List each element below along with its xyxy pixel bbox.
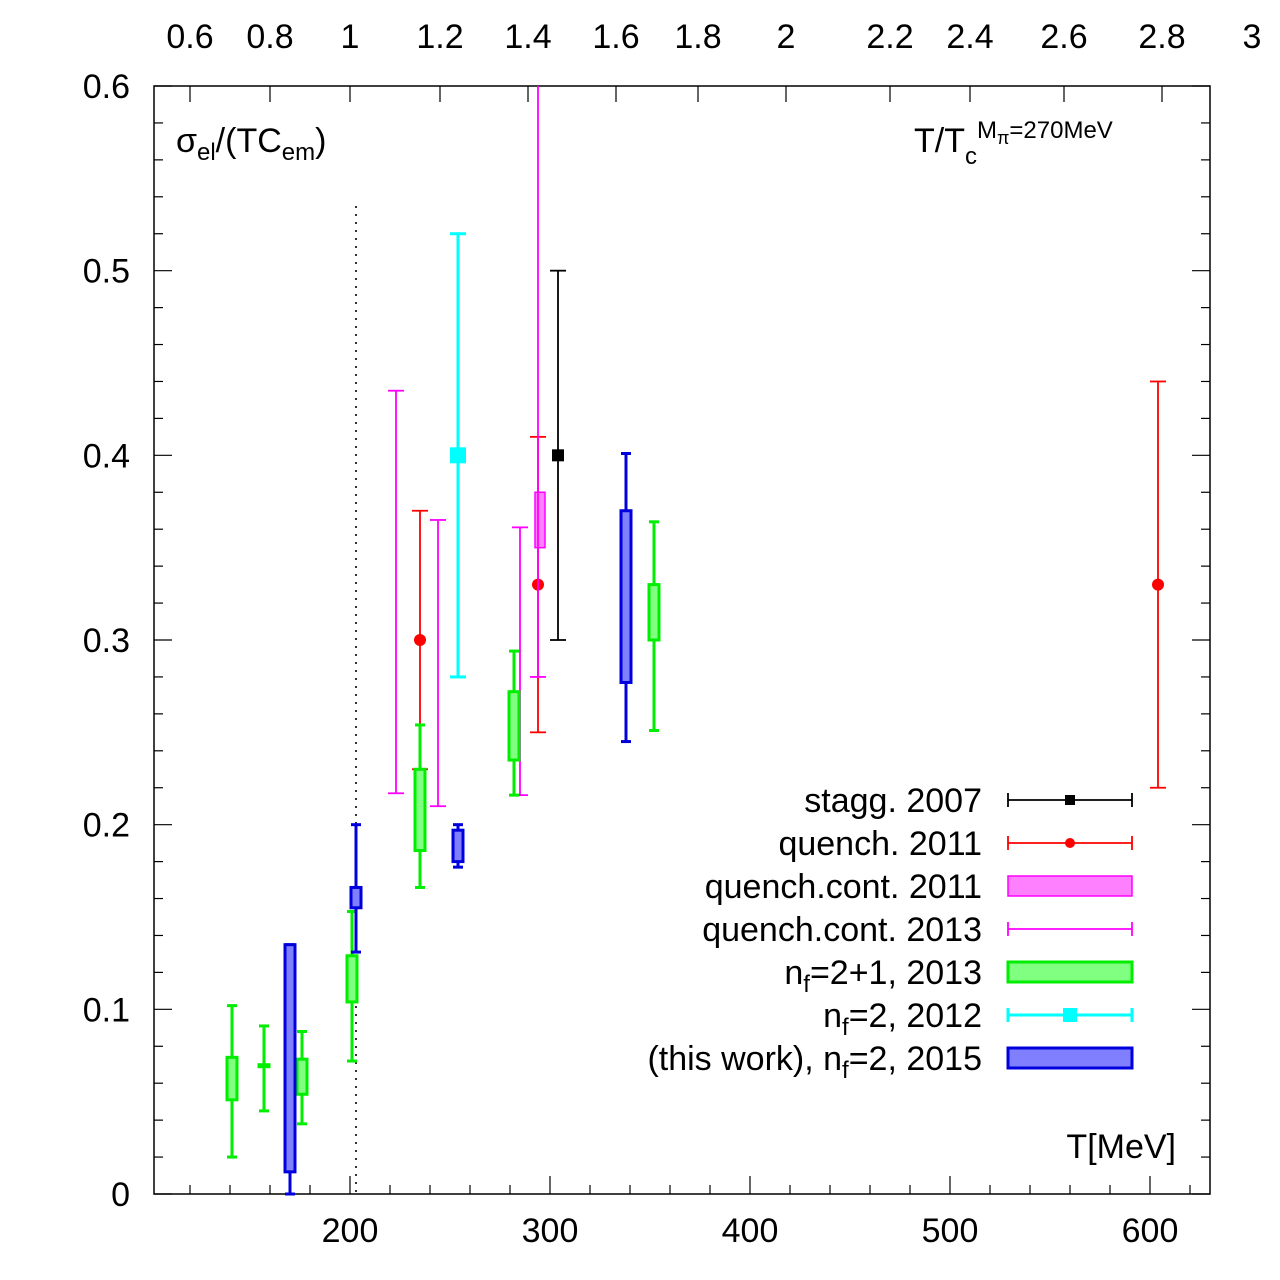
data-box <box>534 491 546 549</box>
data-point-square <box>450 447 466 464</box>
legend-entry: nf=2, 2012 <box>823 997 1134 1041</box>
data-box <box>257 1063 271 1069</box>
series-nf-2-1-2013 <box>225 520 661 1159</box>
data-box <box>349 885 363 910</box>
legend-swatch-marker <box>1065 838 1075 848</box>
legend-entry: quench.cont. 2011 <box>705 868 1133 906</box>
x-tick-label: 300 <box>522 1212 579 1250</box>
y-tick-label: 0 <box>111 1176 130 1214</box>
top-tick-label: 1.4 <box>504 18 551 56</box>
top-tick-label: 2 <box>777 18 796 56</box>
tick-marks <box>154 85 1210 1195</box>
data-box <box>345 954 359 1004</box>
data-point-circle <box>414 634 426 646</box>
series-nf-2-2012 <box>450 232 466 679</box>
series-quench-2011 <box>412 380 1166 789</box>
top-tick-label: 2.4 <box>946 18 993 56</box>
x-tick-label: 400 <box>722 1212 779 1250</box>
series-quench-cont-2011 <box>534 491 546 549</box>
top-tick-label: 3 <box>1243 18 1262 56</box>
data-box <box>451 828 465 864</box>
legend-entry: quench.cont. 2013 <box>702 911 1133 949</box>
data-box <box>283 943 297 1174</box>
top-tick-label: 0.8 <box>246 18 293 56</box>
legend-swatch-box <box>1006 960 1134 984</box>
y-tick-label: 0.4 <box>83 437 130 475</box>
top-tick-label: 2.6 <box>1040 18 1087 56</box>
legend-swatch-marker <box>1065 795 1075 805</box>
series-quench-cont-2013 <box>388 86 546 808</box>
legend-label: quench. 2011 <box>778 825 982 863</box>
legend-entry: (this work), nf=2, 2015 <box>647 1040 1134 1084</box>
legend: stagg. 2007 quench. 2011 quench.cont. 2011… <box>647 782 1134 1084</box>
y-tick-label: 0.1 <box>83 991 130 1029</box>
legend-label: stagg. 2007 <box>804 782 982 820</box>
legend-entry: stagg. 2007 <box>804 782 1133 820</box>
legend-swatch-box <box>1006 1046 1134 1070</box>
series-stagg-2007 <box>550 269 566 641</box>
x-tick-label: 200 <box>322 1212 379 1250</box>
legend-entry: nf=2+1, 2013 <box>784 954 1134 998</box>
legend-label: nf=2+1, 2013 <box>784 954 982 998</box>
data-marks <box>225 86 1166 1196</box>
data-box <box>619 509 633 684</box>
top-tick-label: 0.6 <box>166 18 213 56</box>
x-tick-label: 600 <box>1122 1212 1179 1250</box>
legend-entry: quench. 2011 <box>778 825 1133 863</box>
x-tick-label: 500 <box>922 1212 979 1250</box>
top-axis-title: T/TcMπ=270MeV <box>914 117 1113 170</box>
data-box <box>507 690 521 762</box>
data-box <box>647 583 661 642</box>
top-tick-label: 1 <box>341 18 360 56</box>
data-box <box>225 1055 239 1102</box>
top-tick-label: 2.8 <box>1138 18 1185 56</box>
top-tick-label: 2.2 <box>866 18 913 56</box>
data-point-circle <box>1152 578 1164 591</box>
y-tick-label: 0.3 <box>83 622 130 660</box>
data-box <box>295 1057 309 1096</box>
legend-label: quench.cont. 2013 <box>702 911 982 949</box>
top-tick-label: 1.8 <box>674 18 721 56</box>
y-tick-label: 0.2 <box>83 807 130 845</box>
data-box <box>413 767 427 853</box>
top-tick-label: 1.2 <box>416 18 463 56</box>
tick-labels: 200 300 400 500 600 0.6 0.8 1 1.2 1.4 1.6 1.8 2 2.2 2.… <box>83 18 1262 1250</box>
plot-frame <box>153 85 1211 1195</box>
top-tick-label: 1.6 <box>592 18 639 56</box>
y-tick-label: 0.6 <box>83 68 130 106</box>
legend-label: nf=2, 2012 <box>823 997 982 1041</box>
x-axis-title: T[MeV] <box>1066 1128 1176 1166</box>
legend-swatch-box <box>1007 875 1133 897</box>
legend-label: (this work), nf=2, 2015 <box>647 1040 982 1084</box>
series--this-work-nf-2-2015 <box>283 451 633 1196</box>
legend-label: quench.cont. 2011 <box>705 868 982 906</box>
legend-swatch-marker <box>1063 1008 1077 1022</box>
y-axis-title: σel/(TCem) <box>176 122 326 166</box>
y-tick-label: 0.5 <box>83 253 130 291</box>
data-point-square <box>552 449 564 462</box>
